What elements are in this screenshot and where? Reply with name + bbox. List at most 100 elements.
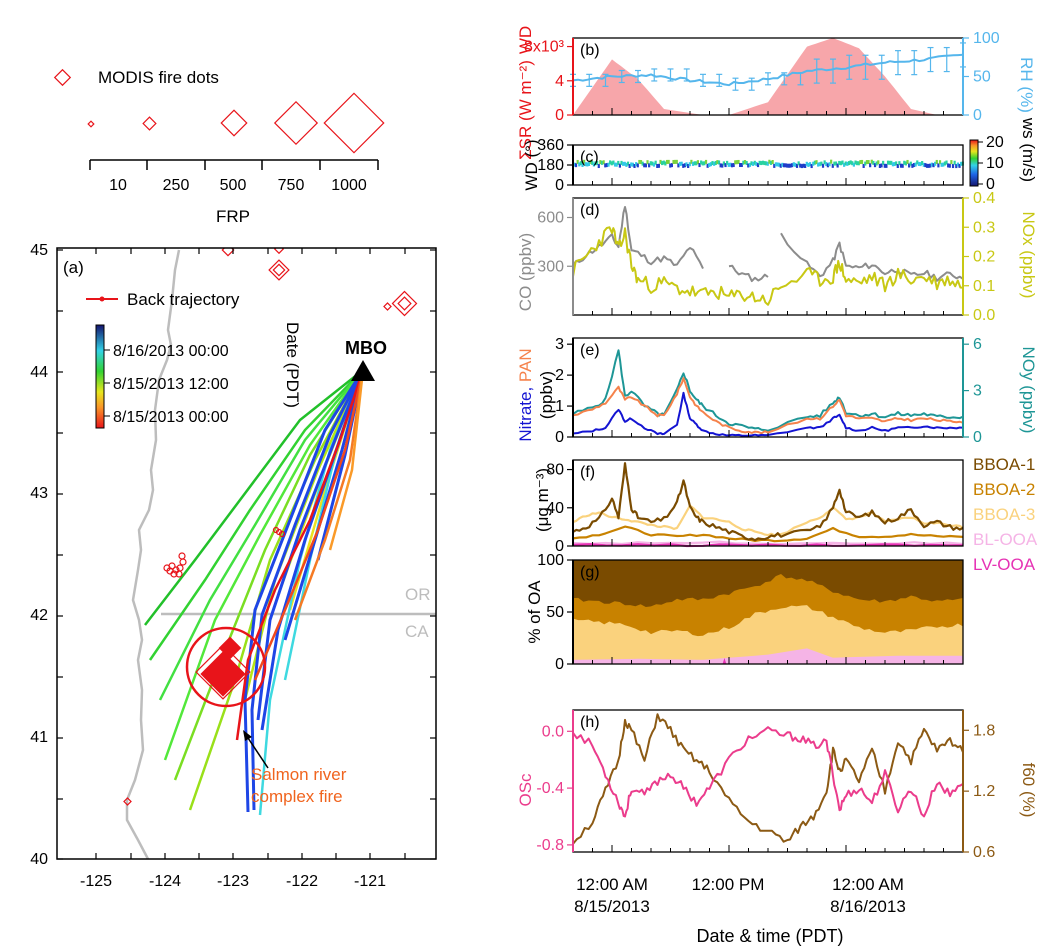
wd-point <box>782 163 786 168</box>
panel-d-left-tick-label: 300 <box>537 258 564 275</box>
wd-point <box>748 162 751 167</box>
wd-point <box>787 163 790 168</box>
wd-point <box>870 159 873 164</box>
wd-point <box>626 161 630 166</box>
panel-b-label: (b) <box>580 42 600 59</box>
wd-point <box>945 160 948 165</box>
wd-point <box>732 163 735 168</box>
wd-point <box>659 159 662 164</box>
panel-c-left-tick-label: 360 <box>537 137 564 154</box>
panel-d-right-tick-label: 0.0 <box>973 307 995 324</box>
wd-point <box>859 160 862 165</box>
wd-point <box>808 162 812 167</box>
panel-h: -0.8 -0.4 0.0 0.6 1.2 1.8 (h) OSc f60 (%) <box>516 709 1038 861</box>
wd-point <box>841 160 844 165</box>
wd-point <box>789 163 792 168</box>
wd-point <box>573 162 576 167</box>
wd-point <box>636 163 639 168</box>
lon-axis: -125 -124 -123 -122 -121 <box>80 873 386 890</box>
x-tick-label-1b: 8/15/2013 <box>574 897 650 916</box>
x-tick-label-3b: 8/16/2013 <box>830 897 906 916</box>
wd-point <box>857 161 860 166</box>
wd-point <box>846 161 849 166</box>
pct-oa-axis-title: % of OA <box>525 580 544 644</box>
wd-point <box>852 162 855 167</box>
x-tick-label-3a: 12:00 AM <box>832 875 904 894</box>
fire-label-line2: complex fire <box>251 787 343 806</box>
wd-point <box>730 163 734 168</box>
wd-point <box>698 163 701 168</box>
wd-point <box>644 163 647 168</box>
lon-tick-122: -122 <box>286 873 318 890</box>
wd-point <box>956 162 959 167</box>
wd-point <box>869 163 872 168</box>
date-colorbar-title: Date (PDT) <box>283 322 302 408</box>
wd-point <box>722 161 725 166</box>
wd-point <box>940 162 943 167</box>
wd-point <box>578 162 581 167</box>
wd-point <box>885 163 888 168</box>
wd-point <box>795 163 799 168</box>
wd-point <box>864 161 867 166</box>
ws-axis-title: ws (m/s) <box>1019 117 1038 182</box>
wd-point <box>769 160 773 165</box>
fire-cluster-central <box>163 526 286 578</box>
wd-point <box>948 163 951 168</box>
wd-point <box>911 163 914 168</box>
frp-scale: 10 250 500 750 1000 FRP <box>87 92 385 226</box>
wd-point <box>592 162 595 167</box>
wd-point <box>955 164 958 169</box>
fire-diamonds-top <box>123 248 418 806</box>
wd-point <box>797 161 800 166</box>
modis-legend-label: MODIS fire dots <box>98 68 219 87</box>
wd-point <box>800 164 803 169</box>
wd-point <box>843 162 846 167</box>
ws-colorbar-tick: 20 <box>986 134 1004 151</box>
wd-point <box>807 162 810 167</box>
panel-h-left-tick-label: 0.0 <box>542 723 564 740</box>
nitrate-pan-axis-title: Nitrate, PAN <box>516 348 535 441</box>
wd-point <box>901 163 904 168</box>
wd-point <box>878 163 881 168</box>
wd-point <box>830 159 833 164</box>
modis-legend-marker <box>53 68 72 87</box>
wd-point <box>919 162 922 167</box>
wd-point <box>687 163 690 168</box>
panel-e-left-tick-label: 1 <box>555 398 564 415</box>
wd-point <box>812 161 815 166</box>
wd-axis-title-part: WD <box>516 26 535 54</box>
wd-point <box>821 163 825 168</box>
wd-point <box>903 160 906 165</box>
wd-point <box>612 160 615 165</box>
wd-point <box>799 163 802 168</box>
wd-point <box>950 160 953 165</box>
site-mbo: MBO <box>345 338 387 381</box>
wd-point <box>622 161 625 166</box>
panel-e: 0 1 2 3 0 3 6 (e) Nitrate, PAN(ppbv) NOy (ppbv) <box>516 336 1038 446</box>
wd-point <box>851 161 854 166</box>
wd-point <box>758 160 761 165</box>
wd-point <box>605 163 608 168</box>
wd-point <box>890 160 893 165</box>
back-trajectory-label: Back trajectory <box>127 290 240 309</box>
wd-point <box>683 163 686 168</box>
wd-point <box>583 159 586 164</box>
wd-point <box>675 159 678 164</box>
wd-point <box>914 162 917 167</box>
wd-point <box>752 161 755 166</box>
wd-point <box>784 163 787 168</box>
wd-point <box>680 161 683 166</box>
wd-point <box>763 161 766 166</box>
wd-point <box>862 163 865 168</box>
wd-point <box>927 163 930 168</box>
wd-point <box>773 163 776 168</box>
x-axis-title: Date & time (PDT) <box>696 926 843 946</box>
wd-point <box>740 163 743 168</box>
wd-point <box>646 160 649 165</box>
wd-point <box>899 163 903 168</box>
wd-point <box>953 160 956 165</box>
panel-e-left-tick-label: 3 <box>555 336 564 353</box>
lat-tick-43: 43 <box>30 485 48 502</box>
wd-point <box>617 160 620 165</box>
